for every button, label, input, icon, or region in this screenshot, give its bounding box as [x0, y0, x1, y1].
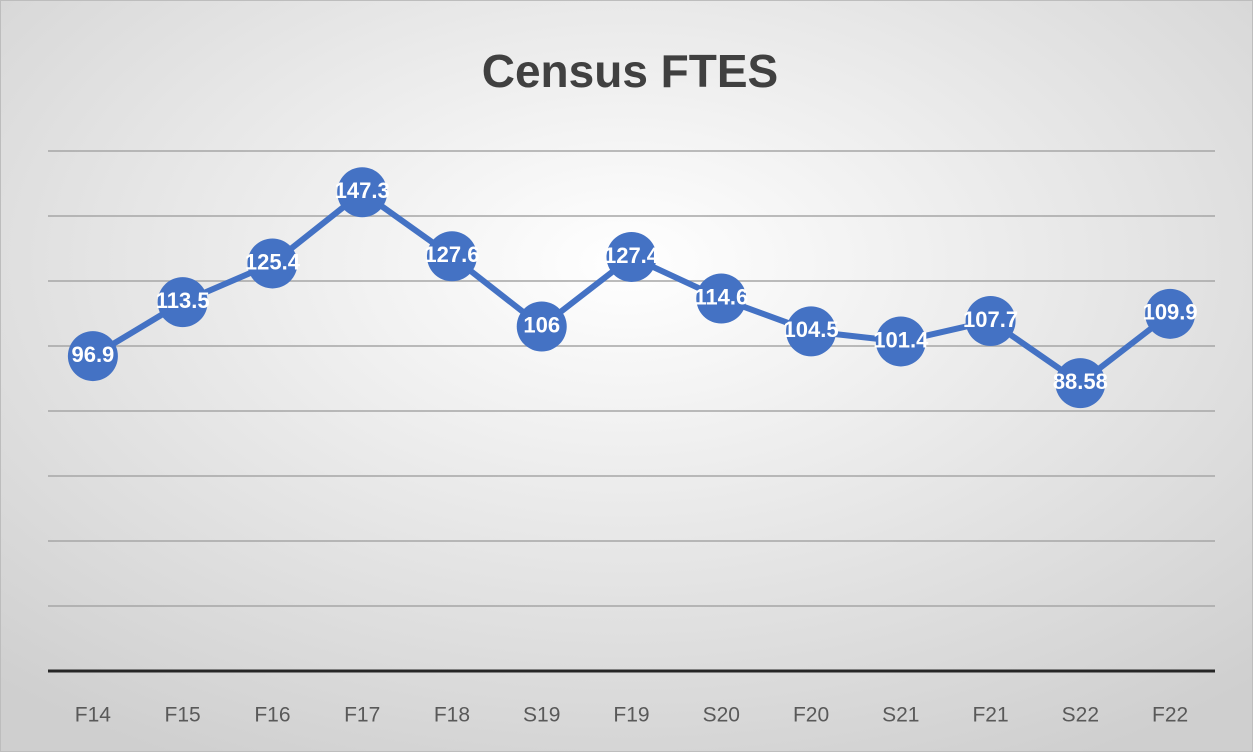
data-label: 101.4 [873, 327, 929, 352]
x-tick-label: S19 [523, 704, 560, 727]
data-point [247, 238, 298, 289]
data-label: 104.5 [784, 317, 839, 342]
x-tick-label: F21 [972, 704, 1008, 727]
data-point [786, 306, 837, 357]
data-point [606, 231, 657, 282]
data-label: 107.7 [963, 307, 1018, 332]
data-label: 114.6 [694, 284, 748, 309]
data-label: 125.4 [245, 249, 301, 274]
data-label: 147.3 [335, 178, 390, 203]
data-label: 113.5 [156, 288, 210, 313]
data-point [875, 316, 926, 367]
data-point [696, 273, 747, 324]
data-point [157, 277, 208, 328]
data-point [337, 167, 388, 218]
data-point [67, 331, 118, 382]
x-tick-label: F18 [434, 704, 470, 727]
data-point [965, 295, 1016, 346]
x-tick-label: S22 [1062, 704, 1099, 727]
data-point [1145, 288, 1196, 339]
data-label: 109.9 [1143, 300, 1198, 325]
chart-title: Census FTES [482, 45, 779, 97]
data-point [426, 231, 477, 282]
x-tick-label: F22 [1152, 704, 1188, 727]
data-label: 88.58 [1053, 369, 1108, 394]
x-tick-label: F17 [344, 704, 380, 727]
x-tick-label: S21 [882, 704, 919, 727]
x-tick-label: F19 [613, 704, 649, 727]
data-label: 127.4 [604, 243, 660, 268]
data-label: 96.9 [71, 342, 114, 367]
data-label: 127.6 [424, 242, 479, 267]
x-tick-label: F20 [793, 704, 829, 727]
x-tick-label: F16 [254, 704, 290, 727]
data-label: 106 [523, 312, 560, 337]
x-tick-label: S20 [703, 704, 740, 727]
x-tick-label: F15 [165, 704, 201, 727]
data-point [1055, 358, 1106, 409]
data-point [516, 301, 567, 352]
x-tick-label: F14 [75, 704, 112, 727]
